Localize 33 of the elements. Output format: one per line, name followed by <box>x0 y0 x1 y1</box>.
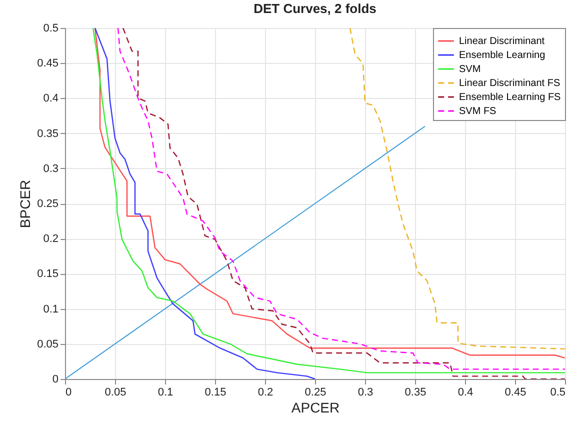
legend-label: Linear Discriminant FS <box>459 78 560 89</box>
y-tick-label: 0.2 <box>43 233 58 246</box>
x-tick-label: 0.1 <box>158 386 174 398</box>
x-tick-label: 0.15 <box>204 386 226 398</box>
y-tick-label: 0.1 <box>43 303 58 316</box>
legend-label: Ensemble Learning <box>459 50 546 61</box>
x-tick-label: 0.4 <box>458 386 474 398</box>
x-tick-label: 0.2 <box>258 386 274 398</box>
y-tick-label: 0.35 <box>37 128 58 140</box>
x-tick-label: 0 <box>66 386 72 398</box>
x-axis-title: APCER <box>291 400 340 416</box>
y-tick-label: 0.05 <box>37 338 58 350</box>
y-tick-label: 0.25 <box>37 198 58 210</box>
y-tick-label: 0.45 <box>37 58 58 70</box>
y-tick-label: 0.4 <box>43 92 58 105</box>
line-series <box>94 28 316 379</box>
y-tick-label: 0.3 <box>43 162 58 175</box>
y-axis-title: BPCER <box>17 180 34 228</box>
y-tick-label: 0.5 <box>43 22 58 34</box>
x-tick-label: 0.3 <box>358 386 374 398</box>
legend-label: Linear Discriminant <box>459 36 545 47</box>
x-tick-label: 0.35 <box>404 386 426 398</box>
legend-label: SVM FS <box>459 106 497 117</box>
x-tick-label: 0.25 <box>304 386 326 398</box>
y-tick-label: 0 <box>52 374 58 386</box>
y-tick-label: 0.15 <box>37 268 58 280</box>
x-tick-label: 0.45 <box>504 386 526 398</box>
x-tick-label: 0.5 <box>550 386 566 398</box>
chart-title: DET Curves, 2 folds <box>254 1 376 16</box>
line-series <box>349 28 565 350</box>
legend-label: Ensemble Learning FS <box>459 92 562 103</box>
x-tick-label: 0.05 <box>104 386 126 398</box>
legend-label: SVM <box>459 64 481 75</box>
